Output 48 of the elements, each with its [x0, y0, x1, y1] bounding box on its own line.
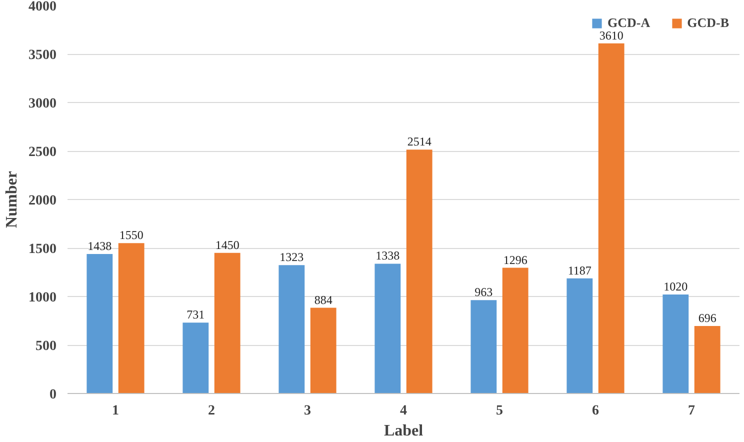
- data-label: 2514: [407, 134, 432, 149]
- bar: [118, 243, 144, 394]
- x-axis-title: Label: [384, 422, 424, 440]
- bar: [566, 278, 593, 394]
- bar: [406, 150, 432, 394]
- data-label: 1296: [503, 252, 528, 267]
- bar: [214, 252, 240, 394]
- data-label: 963: [474, 285, 493, 300]
- bar: [278, 265, 305, 394]
- bar: [310, 308, 336, 394]
- bar: [598, 43, 624, 394]
- data-label: 1187: [568, 263, 592, 278]
- bar: [374, 264, 401, 394]
- data-label: 1323: [280, 250, 304, 264]
- x-tick-label: 1: [112, 404, 119, 418]
- data-label: 696: [698, 310, 716, 325]
- bar: [86, 254, 113, 394]
- x-tick-label: 5: [496, 404, 503, 418]
- data-label: 1550: [119, 228, 144, 242]
- y-axis-title: Number: [4, 171, 20, 228]
- data-label: 1450: [215, 238, 240, 252]
- bar: [470, 300, 497, 394]
- legend-label: GCD-B: [687, 15, 729, 31]
- data-label: 3610: [599, 28, 624, 42]
- y-tick-label: 500: [36, 339, 56, 354]
- y-tick-label: 2000: [28, 194, 56, 208]
- x-tick-label: 4: [400, 404, 407, 418]
- y-tick-label: 4000: [28, 0, 56, 14]
- data-label: 1338: [376, 248, 400, 263]
- bar: [502, 268, 528, 394]
- y-tick-label: 1500: [28, 242, 56, 257]
- x-tick-label: 2: [208, 404, 215, 418]
- x-tick-label: 3: [304, 404, 311, 418]
- y-tick-label: 3000: [28, 96, 56, 112]
- y-tick-label: 1000: [28, 290, 56, 306]
- data-label: 884: [314, 292, 332, 307]
- y-tick-label: 2500: [28, 145, 56, 160]
- y-tick-label: 3500: [28, 48, 56, 63]
- x-tick-label: 6: [592, 404, 599, 418]
- data-label: 1438: [88, 239, 112, 254]
- bar: [662, 294, 689, 394]
- bar: [182, 322, 209, 394]
- bar: [694, 326, 720, 394]
- x-tick-label: 7: [688, 404, 695, 418]
- data-label: 731: [186, 308, 205, 322]
- legend-label: GCD-A: [608, 15, 650, 31]
- y-tick-label: 0: [50, 388, 56, 402]
- data-label: 1020: [664, 280, 688, 294]
